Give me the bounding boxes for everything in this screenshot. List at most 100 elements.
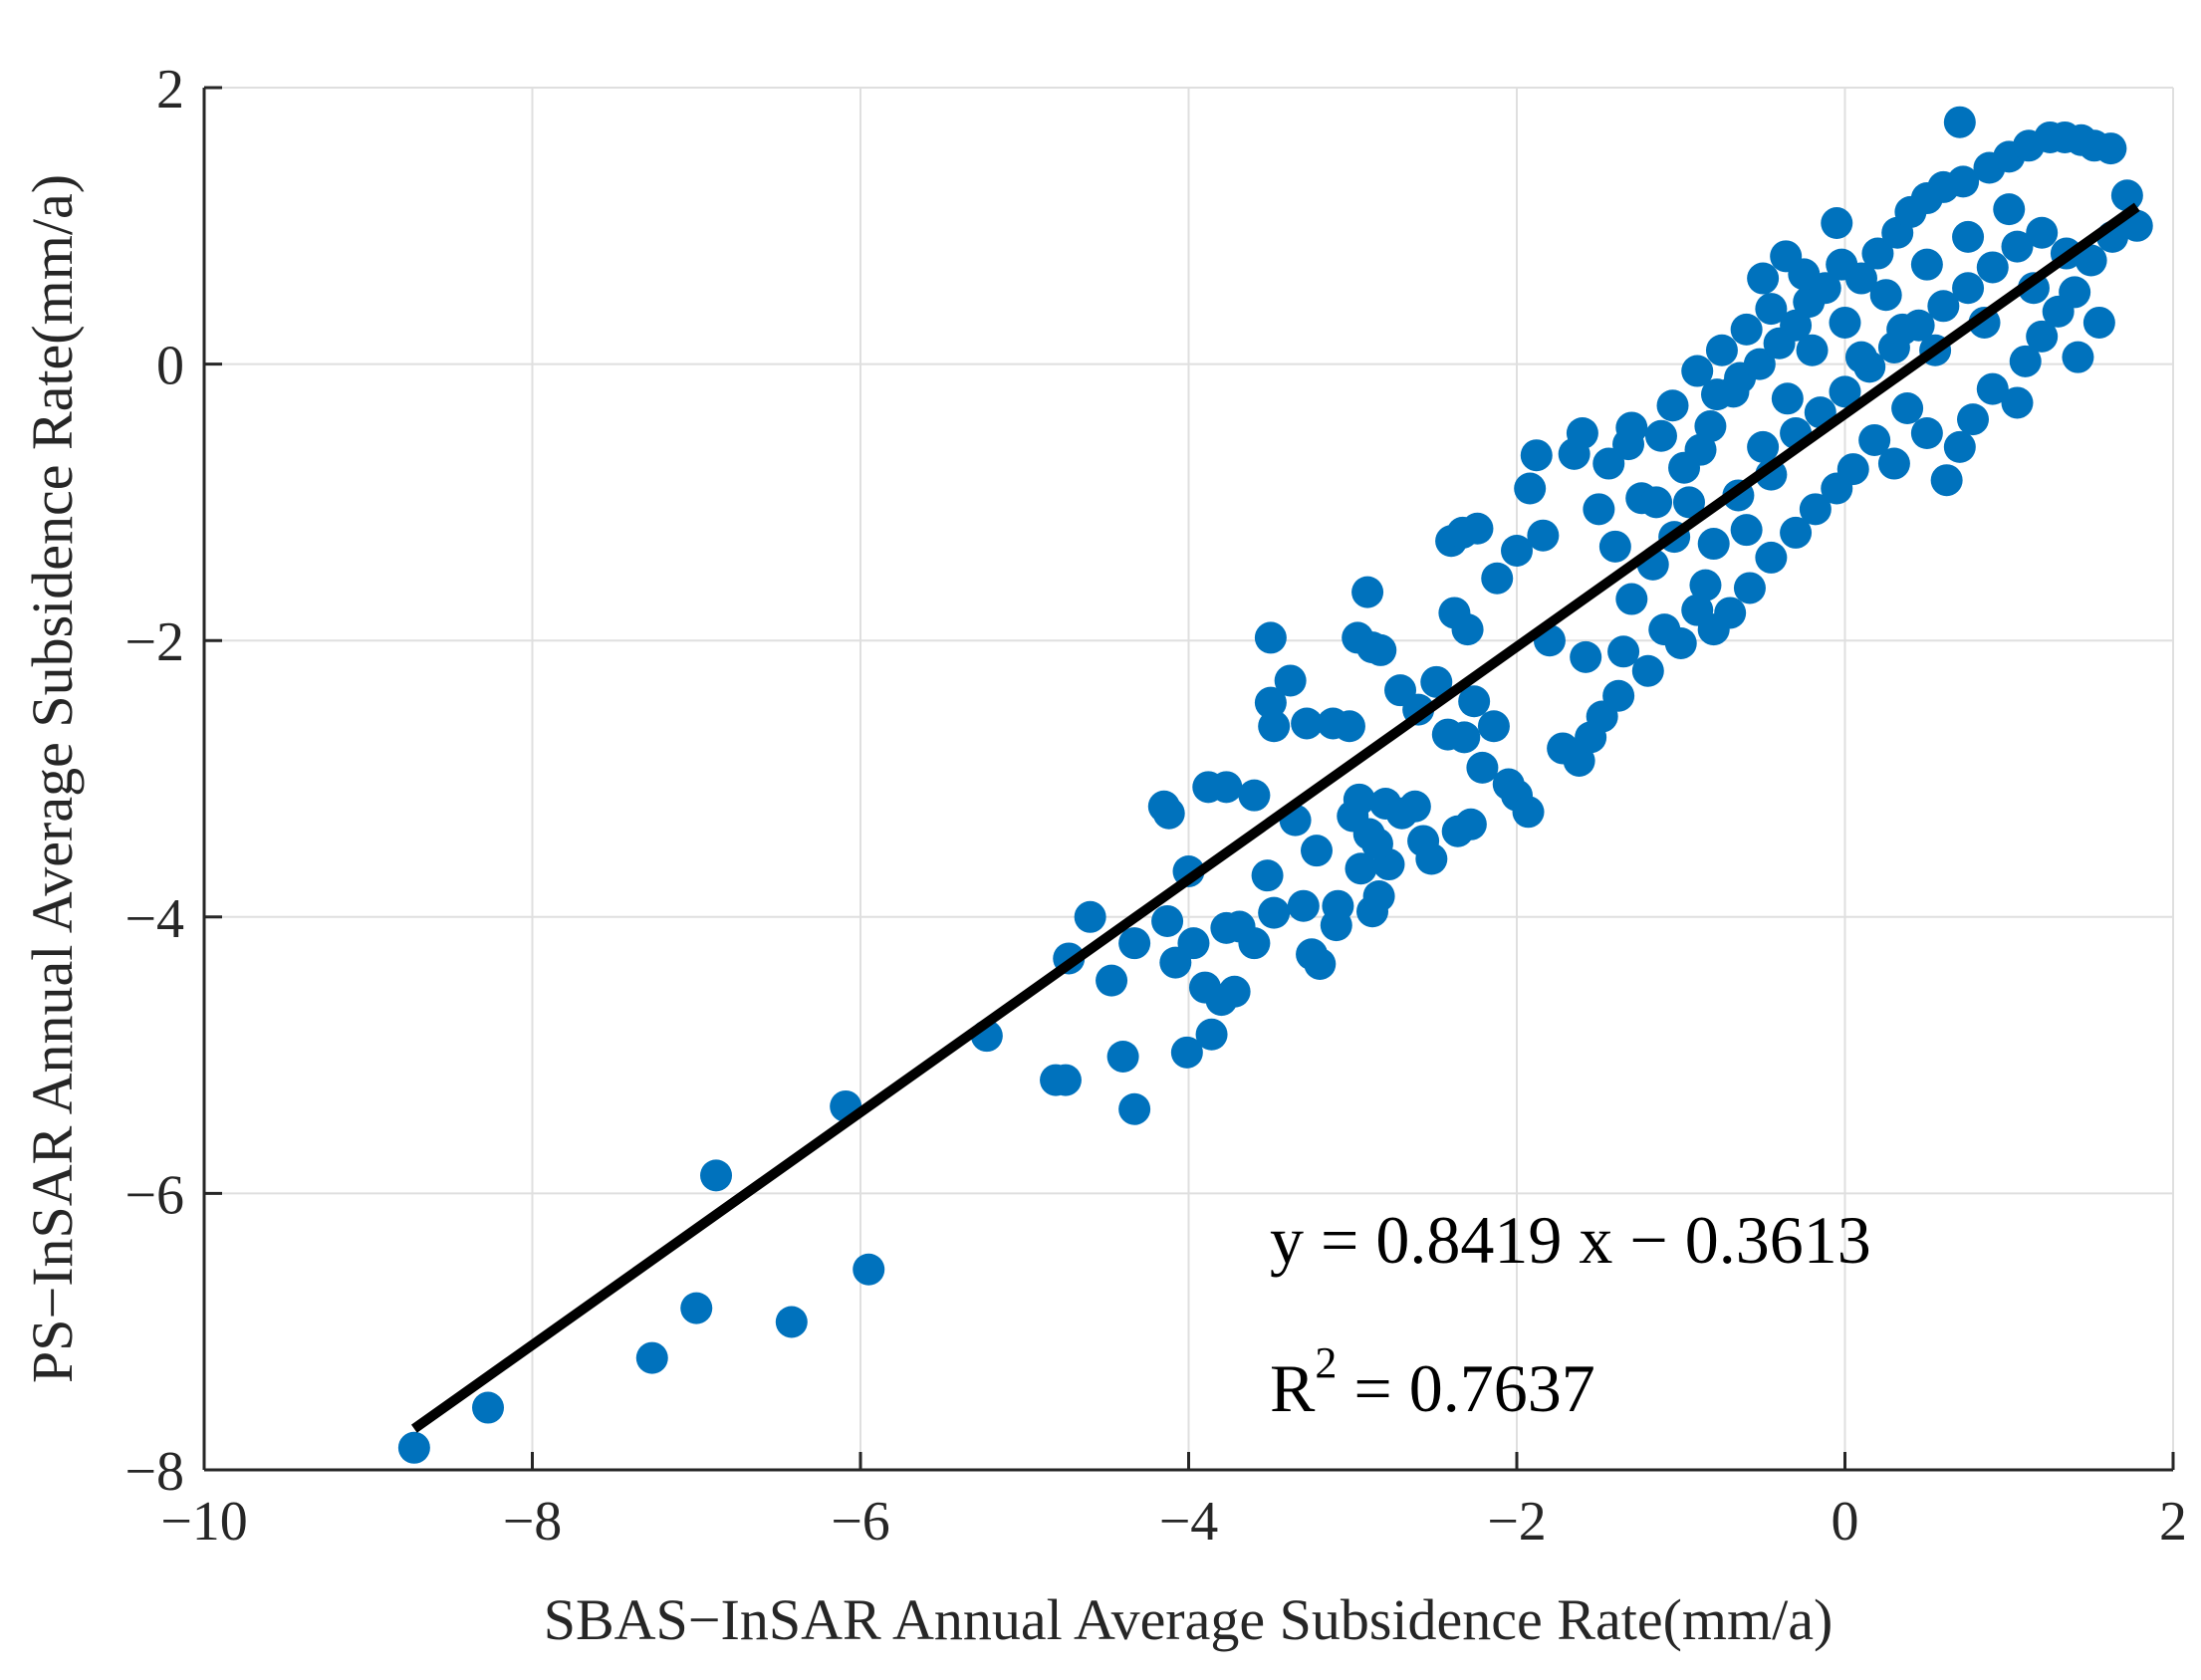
x-tick-label: −8 — [503, 1491, 563, 1553]
data-point — [2042, 295, 2075, 328]
y-tick-label: −6 — [124, 1164, 184, 1226]
data-point — [1821, 207, 1853, 240]
data-point — [1993, 193, 2026, 226]
data-point — [1689, 569, 1722, 601]
data-point — [1592, 447, 1625, 480]
data-point — [1705, 334, 1738, 366]
data-point — [1238, 779, 1271, 812]
data-point — [1952, 220, 1985, 253]
data-point — [775, 1306, 808, 1338]
data-point — [1566, 417, 1598, 449]
data-point — [1451, 613, 1484, 646]
data-point — [1886, 313, 1919, 346]
y-axis-label: PS−InSAR Annual Average Subsidence Rate(… — [20, 174, 85, 1383]
data-point — [1755, 293, 1788, 326]
data-point — [1799, 493, 1832, 526]
data-point — [1664, 626, 1697, 659]
data-point — [680, 1292, 713, 1324]
data-point — [1466, 751, 1499, 784]
data-point — [1615, 583, 1648, 615]
data-point — [1743, 348, 1776, 380]
data-point — [1694, 410, 1727, 443]
data-point — [1598, 530, 1631, 563]
data-point — [1170, 1036, 1203, 1069]
x-tick-label: −4 — [1159, 1491, 1219, 1553]
data-point — [1152, 797, 1185, 830]
data-point — [1258, 710, 1291, 743]
data-point — [1501, 534, 1533, 567]
data-point — [2026, 320, 2059, 353]
data-point — [1258, 896, 1291, 929]
data-point — [1360, 828, 1393, 860]
data-point — [1477, 710, 1510, 743]
data-point — [1118, 1092, 1151, 1125]
data-point — [1697, 528, 1730, 561]
data-point — [1351, 576, 1384, 608]
data-point — [1780, 309, 1813, 342]
data-point — [1943, 106, 1976, 138]
x-tick-label: −6 — [831, 1491, 890, 1553]
data-point — [1570, 640, 1602, 673]
data-point — [1251, 859, 1284, 892]
data-point — [1976, 251, 2009, 284]
y-tick-label: −8 — [124, 1441, 184, 1503]
data-point — [1454, 808, 1487, 840]
data-point — [1829, 306, 1861, 339]
data-point — [1976, 372, 2009, 405]
data-point — [1343, 783, 1375, 816]
data-point — [1195, 1018, 1228, 1051]
data-point — [1844, 262, 1877, 295]
data-point — [1345, 852, 1377, 885]
y-tick-labels: −8 −6 −4 −2 0 2 — [124, 59, 184, 1503]
r-squared-value: = 0.7637 — [1337, 1350, 1594, 1426]
data-point — [1607, 635, 1640, 668]
data-point — [1512, 796, 1545, 829]
data-point — [1672, 486, 1705, 519]
data-point — [1730, 313, 1763, 346]
data-point — [1177, 927, 1210, 960]
data-point — [2082, 306, 2115, 339]
x-tick-label: 0 — [1832, 1491, 1859, 1553]
data-point — [2075, 244, 2107, 277]
data-point — [1514, 472, 1547, 505]
data-point — [1448, 721, 1481, 754]
data-point — [1461, 512, 1494, 545]
data-point — [1575, 721, 1607, 754]
data-point — [1049, 1064, 1082, 1096]
data-point — [1910, 417, 1943, 449]
data-point — [2094, 132, 2127, 165]
data-point — [397, 1431, 430, 1464]
data-point — [1398, 790, 1431, 823]
x-tick-label: −10 — [160, 1491, 248, 1553]
data-point — [1218, 975, 1251, 1008]
data-point — [1788, 258, 1821, 291]
data-point — [1602, 679, 1635, 712]
data-point — [1118, 927, 1151, 960]
data-point — [1301, 835, 1334, 867]
data-point — [1821, 472, 1853, 505]
y-tick-label: −2 — [124, 611, 184, 673]
data-point — [1420, 665, 1453, 698]
data-point — [1151, 904, 1184, 937]
r-squared-exponent: 2 — [1315, 1338, 1337, 1387]
data-point — [1681, 355, 1714, 387]
data-point — [1733, 572, 1766, 604]
data-point — [1747, 262, 1780, 295]
data-point — [1415, 842, 1448, 875]
data-point — [1096, 964, 1128, 997]
data-point — [1930, 464, 1963, 497]
data-point — [1333, 710, 1365, 743]
data-point — [1296, 938, 1329, 971]
data-point — [1274, 664, 1307, 697]
data-point — [1927, 290, 1960, 323]
data-point — [1640, 486, 1673, 519]
data-point — [1481, 562, 1514, 595]
data-point — [1952, 272, 1985, 305]
data-point — [2001, 386, 2034, 419]
data-point — [1869, 279, 1902, 312]
data-point — [1644, 419, 1677, 452]
data-point — [1527, 519, 1560, 552]
data-point — [1254, 621, 1287, 654]
data-point — [853, 1253, 885, 1286]
